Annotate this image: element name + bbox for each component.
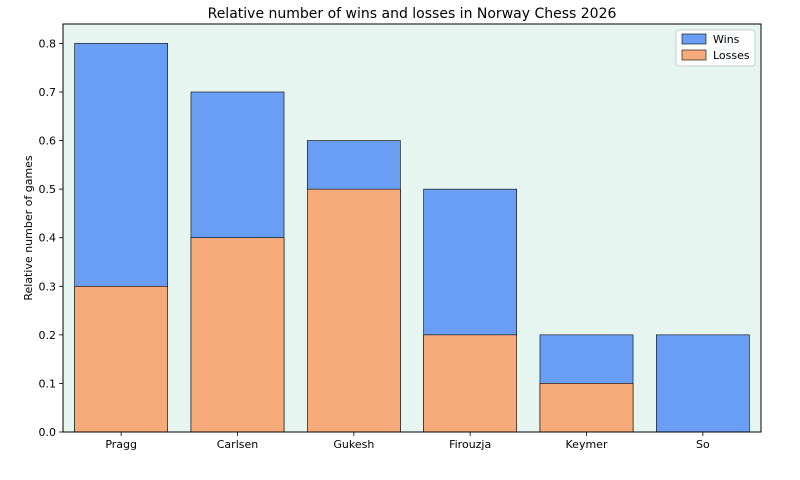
bar-losses-gukesh — [306, 188, 401, 433]
x-tick-label: Gukesh — [333, 438, 374, 451]
bar-losses-carlsen — [190, 237, 285, 433]
plot-background — [63, 24, 761, 432]
y-tick-label: 0.5 — [39, 183, 57, 196]
y-tick-label: 0.4 — [39, 232, 57, 245]
y-tick-label: 0.0 — [39, 426, 57, 439]
x-tick-label: Carlsen — [217, 438, 258, 451]
legend-swatch-losses — [681, 49, 707, 61]
bar-wins-so — [655, 334, 750, 433]
chart-title: Relative number of wins and losses in No… — [208, 6, 617, 22]
y-tick-label: 0.2 — [39, 329, 57, 342]
x-tick-label: So — [696, 438, 710, 451]
x-tick-label: Pragg — [105, 438, 137, 451]
bar-losses-firouzja — [423, 334, 518, 433]
y-axis-label: Relative number of games — [22, 155, 35, 301]
y-axis: 0.0 0.1 0.2 0.3 0.4 0.5 0.6 0.7 0.8 — [39, 37, 63, 439]
plot-frame — [62, 23, 762, 433]
y-tick-label: 0.3 — [39, 280, 57, 293]
y-tick-label: 0.7 — [39, 86, 57, 99]
bars-layer — [74, 43, 750, 433]
x-tick-label: Firouzja — [449, 438, 491, 451]
x-axis: Pragg Carlsen Gukesh Firouzja Keymer So — [105, 432, 710, 451]
y-tick-label: 0.1 — [39, 377, 57, 390]
y-tick-label: 0.6 — [39, 135, 57, 148]
legend-label-losses: Losses — [713, 49, 750, 62]
legend-label-wins: Wins — [713, 33, 740, 46]
bar-losses-pragg — [74, 285, 168, 433]
legend: Wins Losses — [675, 29, 756, 67]
x-tick-label: Keymer — [566, 438, 608, 451]
bar-losses-keymer — [539, 383, 634, 433]
y-tick-label: 0.8 — [39, 37, 57, 50]
legend-swatch-wins — [681, 33, 707, 45]
